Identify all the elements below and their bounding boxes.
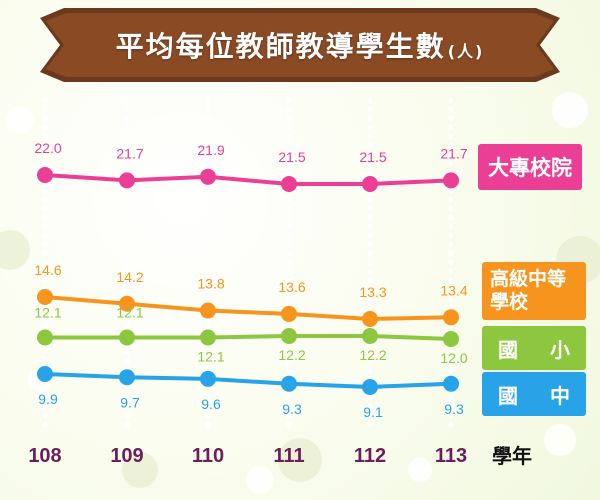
data-point-3-113 — [443, 375, 459, 392]
data-point-0-112 — [362, 176, 378, 192]
data-label-3-109: 9.7 — [120, 394, 140, 410]
data-label-1-109: 14.2 — [116, 269, 143, 285]
data-point-3-111 — [281, 375, 297, 392]
data-point-0-111 — [281, 176, 297, 192]
data-label-3-108: 9.9 — [38, 391, 58, 407]
data-label-1-108: 14.6 — [34, 262, 61, 278]
data-label-1-113: 13.4 — [440, 282, 467, 298]
chart-title-unit: (人) — [447, 42, 485, 61]
legend-guoxiao-char-1: 國 — [498, 337, 518, 362]
legend-gaozhong: 高級中等學校 — [482, 262, 586, 320]
data-label-2-109: 12.1 — [116, 305, 143, 321]
banner-shape — [40, 8, 560, 82]
chart-title-main: 平均每位教師教導學生數 — [115, 30, 446, 63]
data-label-2-108: 12.1 — [34, 305, 61, 321]
data-point-0-108 — [37, 167, 53, 183]
data-point-1-110 — [200, 302, 216, 319]
data-label-0-112: 21.5 — [359, 149, 386, 165]
data-point-1-111 — [281, 305, 297, 322]
x-tick-111: 111 — [273, 445, 304, 467]
series-line-2 — [45, 334, 452, 341]
data-point-2-111 — [281, 328, 297, 344]
data-label-0-113: 21.7 — [440, 145, 467, 161]
data-point-1-113 — [443, 309, 459, 326]
data-point-2-110 — [200, 329, 216, 346]
data-label-2-113: 12.0 — [440, 350, 467, 366]
x-axis-label: 學年 — [492, 444, 532, 468]
data-label-0-111: 21.5 — [278, 149, 305, 165]
data-point-2-113 — [443, 331, 459, 347]
legend-guozhong-char-1: 國 — [498, 383, 518, 408]
series-line-0 — [44, 173, 452, 186]
data-point-2-112 — [362, 328, 378, 344]
data-label-3-113: 9.3 — [444, 401, 464, 417]
series-line-3 — [44, 372, 452, 389]
data-label-0-109: 21.7 — [116, 145, 143, 161]
legend-daxue: 大專校院 — [478, 144, 582, 190]
data-label-0-110: 21.9 — [197, 142, 224, 158]
data-point-1-109 — [119, 295, 135, 312]
data-label-3-111: 9.3 — [282, 401, 302, 417]
data-label-0-108: 22.0 — [34, 140, 61, 156]
data-point-3-109 — [119, 369, 135, 386]
data-label-1-110: 13.8 — [197, 276, 224, 292]
x-tick-112: 112 — [354, 445, 386, 467]
x-tick-110: 110 — [192, 445, 224, 467]
title-banner: 平均每位教師教導學生數 (人) — [40, 8, 560, 82]
data-point-3-112 — [362, 379, 378, 395]
data-label-1-112: 13.3 — [359, 284, 386, 300]
x-tick-113: 113 — [435, 445, 467, 467]
data-point-2-109 — [119, 329, 135, 346]
data-point-3-110 — [200, 370, 216, 387]
data-label-1-111: 13.6 — [278, 279, 305, 295]
chart-title: 平均每位教師教導學生數 (人) — [40, 8, 560, 82]
x-tick-108: 108 — [28, 445, 61, 467]
data-point-0-109 — [119, 172, 135, 189]
data-point-2-108 — [37, 329, 53, 346]
data-label-3-112: 9.1 — [363, 404, 383, 420]
data-point-1-108 — [37, 289, 53, 305]
data-label-2-110: 12.1 — [197, 349, 224, 365]
data-label-2-111: 12.2 — [278, 347, 305, 363]
data-label-3-110: 9.6 — [201, 396, 221, 412]
data-label-2-112: 12.2 — [359, 347, 386, 363]
legend-guoxiao-char-2: 小 — [550, 337, 570, 362]
data-point-3-108 — [37, 366, 53, 382]
legend-gaozhong-label: 高級中等學校 — [490, 268, 567, 313]
data-point-0-110 — [200, 168, 216, 185]
series-line-1 — [44, 295, 452, 321]
legend-guozhong-char-2: 中 — [550, 383, 570, 408]
legend-guoxiao: 國 小 — [482, 326, 586, 370]
data-point-1-112 — [362, 311, 378, 327]
data-point-0-113 — [443, 172, 459, 189]
legend-guozhong: 國 中 — [482, 372, 586, 416]
legend-daxue-label: 大專校院 — [488, 156, 572, 180]
x-tick-109: 109 — [110, 445, 143, 467]
